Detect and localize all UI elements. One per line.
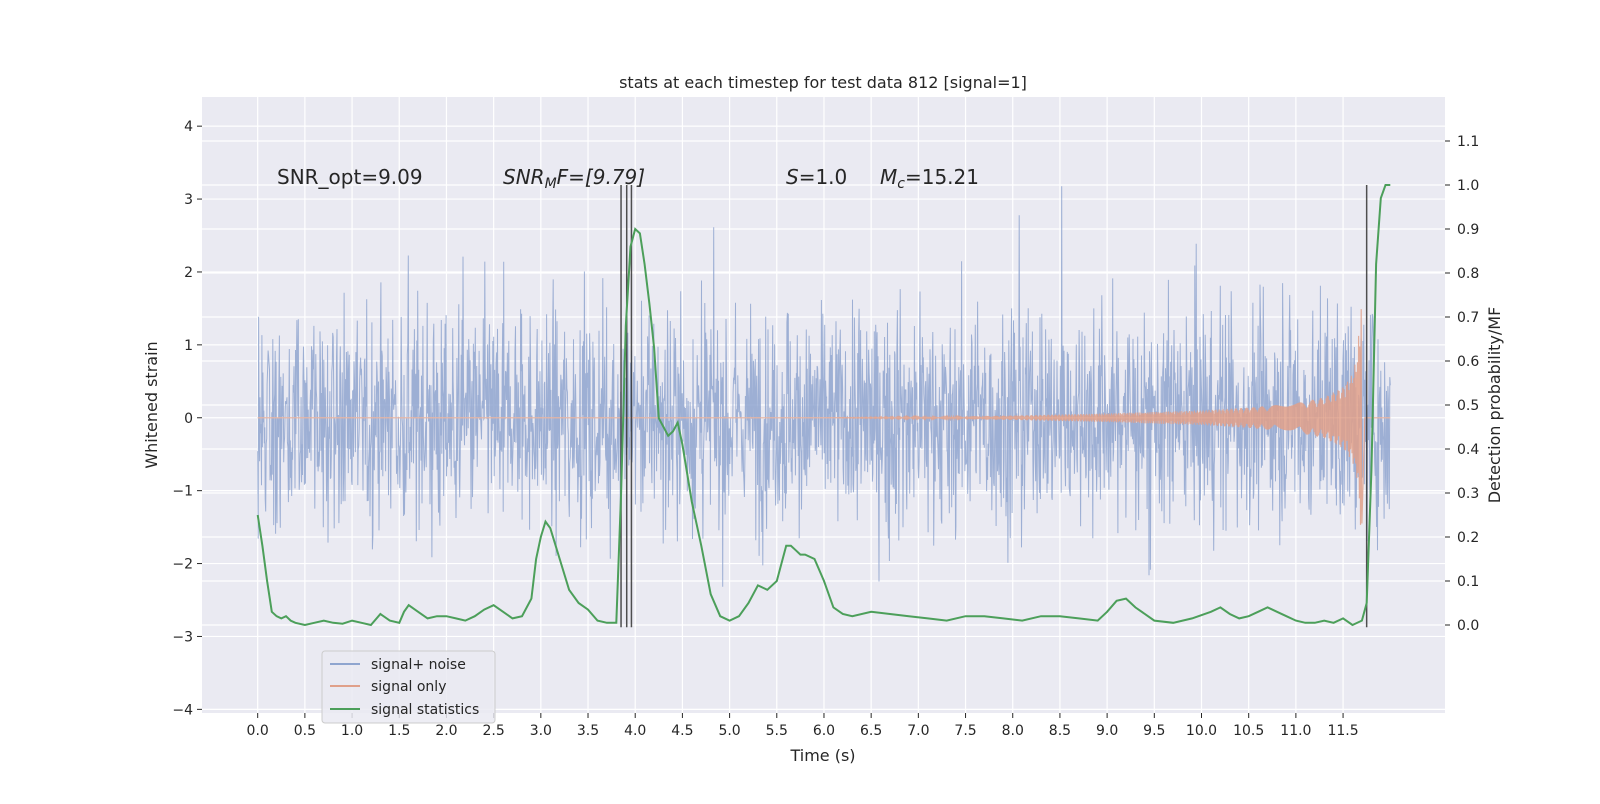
y-right-tick-label: 0.8 [1457,266,1479,282]
y-right-tick-label: 1.0 [1457,178,1479,194]
x-tick-label: 11.0 [1280,723,1311,739]
signal-noise-line [257,186,1391,587]
x-tick-label: 1.0 [341,723,363,739]
y-tick-label: 4 [184,119,193,135]
signal-only-line [257,309,1391,525]
annotation-snr-mf-sub: M [545,176,557,192]
x-tick-label: 0.5 [294,723,316,739]
x-tick-label: 10.0 [1186,723,1217,739]
x-axis-label: Time (s) [789,746,855,765]
annotation-mc-rest: =15.21 [905,165,979,189]
x-tick-label: 0.0 [247,723,269,739]
y-tick-label: 3 [184,192,193,208]
x-tick-label: 8.5 [1049,723,1071,739]
y-right-tick-label: 0.5 [1457,398,1479,414]
annotation-snr-mf-main: SNR [503,165,545,189]
plot-content [256,184,1391,628]
x-tick-label: 7.0 [907,723,929,739]
signal-only-series [257,309,1391,525]
x-tick-label: 4.0 [624,723,646,739]
annotation-snr-opt: SNR_opt=9.09 [277,165,423,189]
legend-box [321,650,496,724]
axis-ticks: 0.0 0.5 1.0 1.5 2.0 2.5 3.0 3.5 4.0 4.5 5.0 5.5 6.0 6… [172,119,1479,739]
x-tick-label: 5.0 [718,723,740,739]
x-tick-label: 6.5 [860,723,882,739]
y-tick-label: −3 [172,629,193,645]
y-tick-label: 2 [184,265,193,281]
chart-title: stats at each timestep for test data 812… [619,73,1027,92]
signal-statistics-line [256,184,1391,627]
y-right-tick-label: 1.1 [1457,134,1479,150]
x-tick-label: 5.5 [766,723,788,739]
y-right-tick-label: 0.2 [1457,530,1479,546]
annotation-snr-mf: SNRMF=[9.79] [503,165,645,192]
y-tick-label: 1 [184,338,193,354]
legend-label-signal-noise: signal+ noise [371,657,466,673]
vertical-markers [620,185,1368,628]
x-tick-label: 7.5 [954,723,976,739]
legend-label-signal-only: signal only [371,679,446,695]
annotation-s-main: S [786,165,799,189]
x-tick-label: 2.5 [483,723,505,739]
y-right-tick-label: 0.3 [1457,486,1479,502]
y-right-tick-label: 0.1 [1457,574,1479,590]
annotation-s: S=1.0 [786,165,847,189]
x-tick-label: 10.5 [1233,723,1264,739]
x-tick-label: 11.5 [1327,723,1358,739]
signal-statistics-series [256,184,1391,627]
y-right-tick-label: 0.4 [1457,442,1479,458]
x-tick-label: 1.5 [388,723,410,739]
x-tick-label: 6.0 [813,723,835,739]
x-tick-label: 9.0 [1096,723,1118,739]
y-right-tick-label: 0.7 [1457,310,1479,326]
annotation-s-rest: =1.0 [799,165,848,189]
legend: signal+ noise signal only signal statist… [321,650,496,724]
annotation-mc-sub: c [897,176,905,192]
y-tick-label: −1 [172,484,193,500]
annotation-mc-main: M [880,165,897,189]
x-tick-label: 3.0 [530,723,552,739]
y-tick-label: −2 [172,557,193,573]
annotation-mc: Mc=15.21 [880,165,979,192]
y-right-tick-label: 0.9 [1457,222,1479,238]
x-tick-label: 4.5 [671,723,693,739]
y-right-axis-label: Detection probability/MF [1485,307,1504,504]
x-tick-label: 2.0 [435,723,457,739]
y-tick-label: 0 [184,411,193,427]
y-right-tick-label: 0.6 [1457,354,1479,370]
x-tick-label: 9.5 [1143,723,1165,739]
x-tick-label: 3.5 [577,723,599,739]
legend-label-signal-statistics: signal statistics [371,702,479,718]
annotation-snr-mf-rest: F=[9.79] [557,165,645,189]
y-axis-label: Whitened strain [142,341,161,468]
y-tick-label: −4 [172,702,193,718]
x-tick-label: 8.0 [1002,723,1024,739]
y-right-tick-label: 0.0 [1457,618,1479,634]
